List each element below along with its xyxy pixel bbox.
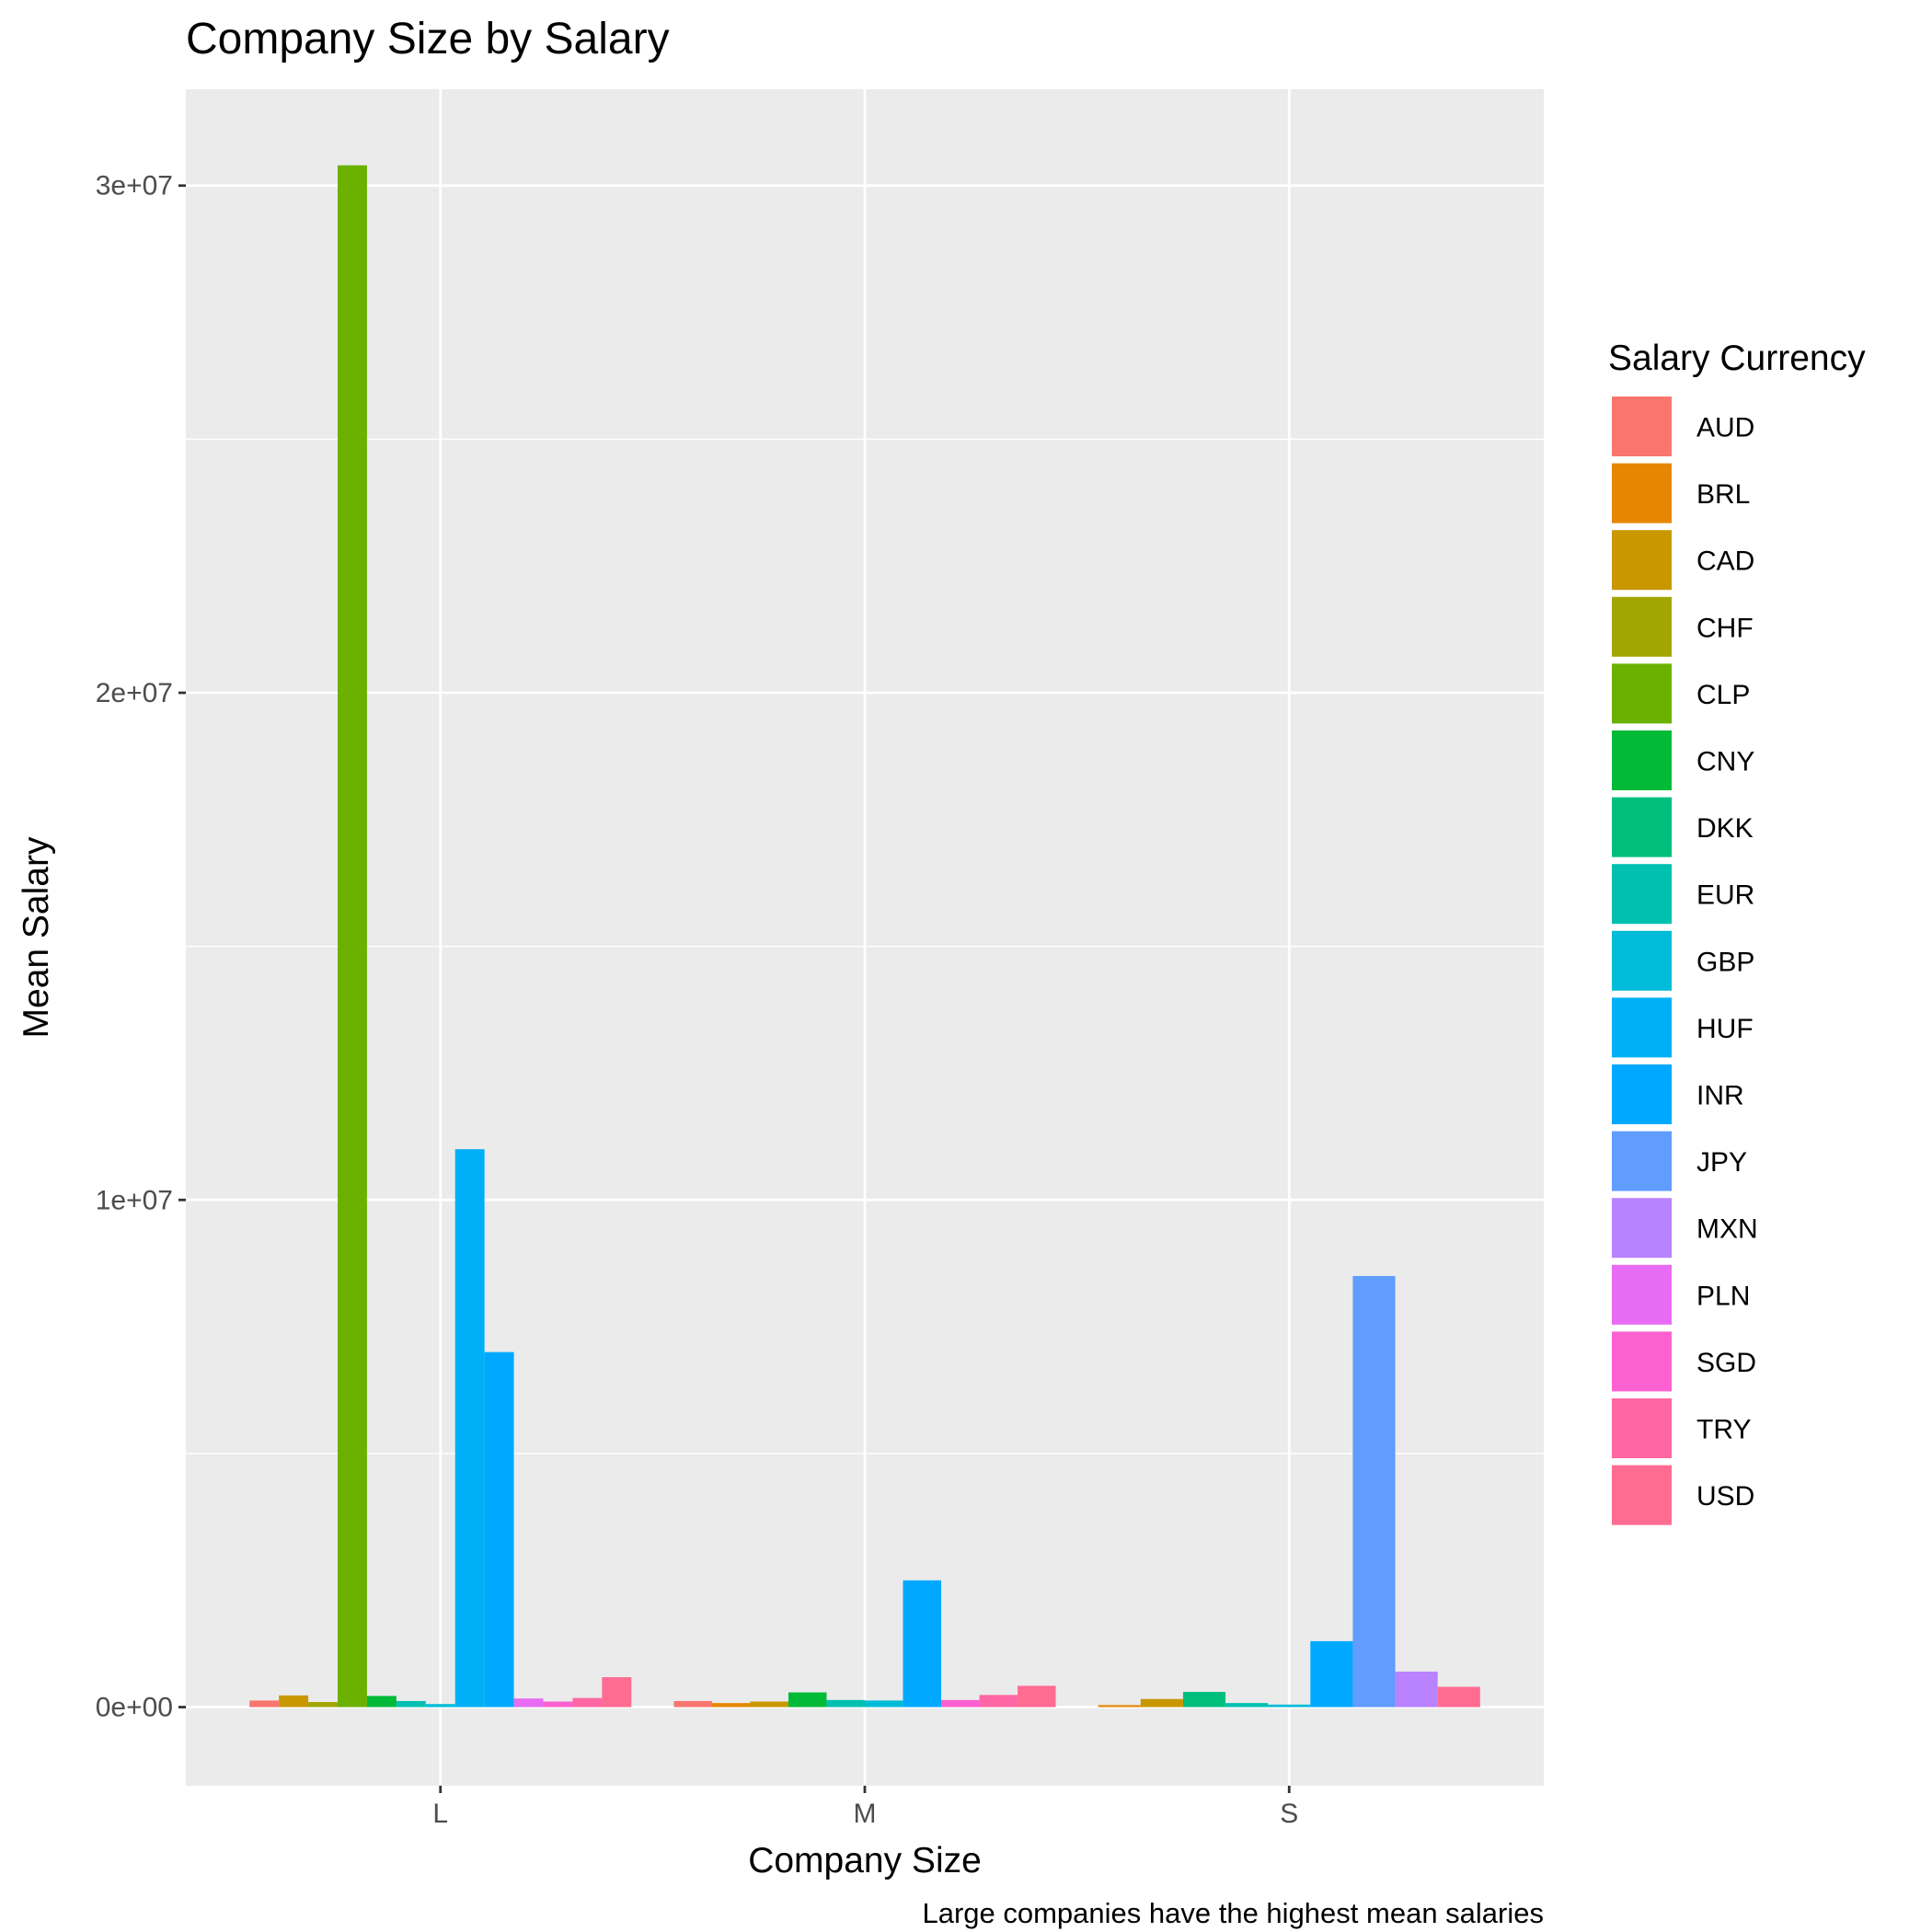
legend-label-huf: HUF <box>1696 1014 1754 1044</box>
legend-label-chf: CHF <box>1696 613 1754 643</box>
legend-label-cad: CAD <box>1696 546 1754 577</box>
bar-eur-l <box>396 1700 426 1708</box>
bar-clp-l <box>337 165 367 1708</box>
legend: Salary Currency AUD BRL CAD CHF CLP CNY DKK EUR… <box>1608 339 1866 1527</box>
bar-cad-l <box>279 1695 309 1708</box>
bar-sgd-m <box>941 1699 980 1708</box>
bar-cad-m <box>750 1701 788 1708</box>
y-tick-label: 0e+00 <box>96 1693 173 1723</box>
bar-inr-l <box>484 1351 514 1708</box>
legend-label-dkk: DKK <box>1696 813 1754 844</box>
legend-key-cny <box>1610 729 1673 792</box>
legend-label-brl: BRL <box>1696 479 1750 510</box>
legend-items: AUD BRL CAD CHF CLP CNY DKK EUR GBP HUF INR JPY MXN P… <box>1610 395 1758 1527</box>
legend-key-gbp <box>1610 928 1673 993</box>
legend-key-try <box>1610 1397 1673 1460</box>
bar-gbp-s <box>1268 1704 1311 1708</box>
y-tick-label: 1e+07 <box>96 1185 173 1215</box>
y-axis-title: Mean Salary <box>17 836 56 1038</box>
legend-label-sgd: SGD <box>1696 1348 1756 1378</box>
x-tick-label: M <box>854 1799 877 1829</box>
legend-label-gbp: GBP <box>1696 947 1754 977</box>
legend-label-mxn: MXN <box>1696 1214 1758 1245</box>
bar-gbp-m <box>865 1700 903 1708</box>
legend-key-usd <box>1610 1463 1673 1527</box>
bar-cny-m <box>788 1692 827 1708</box>
legend-key-dkk <box>1610 795 1673 859</box>
legend-key-mxn <box>1610 1196 1673 1260</box>
bar-inr-s <box>1310 1640 1353 1708</box>
legend-key-chf <box>1610 594 1673 659</box>
bar-try-m <box>979 1695 1018 1708</box>
bar-sgd-l <box>543 1701 573 1708</box>
legend-label-aud: AUD <box>1696 413 1754 443</box>
legend-key-inr <box>1610 1063 1673 1126</box>
bar-mxn-s <box>1395 1671 1438 1708</box>
legend-key-eur <box>1610 862 1673 926</box>
legend-key-brl <box>1610 461 1673 525</box>
legend-label-cny: CNY <box>1696 747 1754 777</box>
legend-label-inr: INR <box>1696 1081 1744 1111</box>
bar-brl-s <box>1098 1705 1141 1708</box>
legend-label-clp: CLP <box>1696 680 1750 710</box>
bar-pln-l <box>513 1698 544 1708</box>
legend-label-pln: PLN <box>1696 1281 1750 1311</box>
bar-try-l <box>572 1697 603 1708</box>
bar-eur-s <box>1225 1703 1269 1708</box>
x-axis-title: Company Size <box>748 1841 982 1880</box>
legend-label-usd: USD <box>1696 1481 1754 1512</box>
bars <box>249 165 1480 1708</box>
y-tick-label: 2e+07 <box>96 678 173 708</box>
bar-usd-l <box>602 1677 632 1708</box>
chart-title: Company Size by Salary <box>186 15 670 63</box>
bar-gbp-l <box>425 1704 455 1708</box>
bar-jpy-s <box>1352 1275 1396 1708</box>
bar-brl-m <box>711 1703 751 1708</box>
legend-label-eur: EUR <box>1696 880 1754 911</box>
bar-usd-m <box>1018 1685 1056 1708</box>
legend-key-cad <box>1610 528 1673 592</box>
bar-inr-m <box>903 1580 942 1708</box>
legend-key-aud <box>1610 395 1673 458</box>
bar-dkk-s <box>1182 1692 1226 1708</box>
y-axis: 0e+00 1e+07 2e+07 3e+07 <box>96 171 186 1723</box>
y-tick-label: 3e+07 <box>96 171 173 201</box>
legend-key-pln <box>1610 1262 1673 1327</box>
bar-aud-l <box>249 1700 280 1708</box>
legend-key-jpy <box>1610 1129 1673 1193</box>
legend-key-sgd <box>1610 1329 1673 1394</box>
caption: Large companies have the highest mean sa… <box>922 1897 1544 1929</box>
legend-label-jpy: JPY <box>1696 1147 1747 1178</box>
x-tick-label: L <box>432 1799 448 1829</box>
x-tick-label: S <box>1280 1799 1298 1829</box>
legend-label-try: TRY <box>1696 1415 1751 1445</box>
legend-key-clp <box>1610 661 1673 726</box>
legend-title: Salary Currency <box>1608 339 1866 378</box>
bar-aud-m <box>673 1700 712 1708</box>
bar-eur-m <box>826 1699 865 1708</box>
bar-cny-l <box>366 1696 397 1708</box>
bar-huf-l <box>454 1149 485 1708</box>
bar-cad-s <box>1140 1698 1183 1708</box>
legend-key-huf <box>1610 995 1673 1060</box>
bar-usd-s <box>1437 1686 1480 1708</box>
bar-chf-l <box>308 1702 338 1708</box>
